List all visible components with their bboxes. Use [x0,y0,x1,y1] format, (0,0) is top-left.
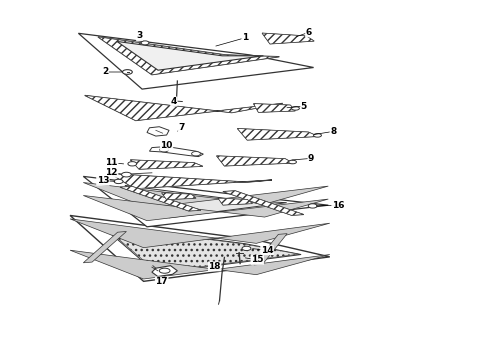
Text: 18: 18 [208,262,221,271]
Polygon shape [85,95,283,121]
Polygon shape [78,33,314,89]
Polygon shape [130,160,203,169]
Ellipse shape [242,246,251,251]
Ellipse shape [122,70,132,74]
Polygon shape [130,160,203,169]
Text: 6: 6 [306,28,312,37]
Ellipse shape [141,41,149,45]
Polygon shape [262,33,314,44]
Text: 2: 2 [102,68,108,77]
Text: 1: 1 [242,33,248,42]
Polygon shape [162,193,196,199]
Polygon shape [103,226,298,272]
Polygon shape [110,174,272,189]
Polygon shape [100,225,301,273]
Ellipse shape [160,148,169,152]
Text: 4: 4 [171,97,177,106]
Polygon shape [223,191,304,215]
Ellipse shape [308,204,317,208]
Polygon shape [218,198,252,205]
Ellipse shape [128,162,137,166]
Polygon shape [83,231,126,263]
Polygon shape [147,127,169,136]
Polygon shape [70,215,330,282]
Ellipse shape [114,179,123,184]
Polygon shape [217,156,293,166]
Polygon shape [98,37,279,75]
Polygon shape [237,129,318,140]
Text: 15: 15 [251,256,264,264]
Polygon shape [83,176,328,227]
Polygon shape [162,193,196,199]
Polygon shape [218,198,252,205]
Polygon shape [98,37,279,75]
Polygon shape [85,95,283,121]
Text: 11: 11 [105,158,118,167]
Text: 16: 16 [332,201,344,210]
Text: 3: 3 [137,31,143,40]
Text: 13: 13 [97,176,109,185]
Polygon shape [125,185,287,218]
Polygon shape [70,250,330,279]
Polygon shape [223,191,304,215]
Ellipse shape [159,268,170,273]
Ellipse shape [289,160,296,164]
Polygon shape [83,195,328,221]
Polygon shape [70,219,330,248]
Polygon shape [254,234,287,265]
Text: 14: 14 [261,246,273,255]
Ellipse shape [292,107,299,110]
Text: 5: 5 [301,102,307,111]
Text: 9: 9 [308,154,315,163]
Polygon shape [254,104,295,112]
Polygon shape [152,266,177,276]
Text: 8: 8 [330,127,336,136]
Ellipse shape [314,134,321,137]
Polygon shape [254,104,295,112]
Text: 7: 7 [178,123,185,132]
Polygon shape [110,174,272,189]
Polygon shape [217,156,293,166]
Polygon shape [83,183,328,208]
Text: 12: 12 [105,168,118,177]
Ellipse shape [192,152,200,156]
Polygon shape [120,186,201,211]
Ellipse shape [122,172,131,177]
Polygon shape [149,147,203,157]
Text: 10: 10 [160,141,173,150]
Text: 17: 17 [155,277,168,286]
Polygon shape [237,129,318,140]
Polygon shape [120,186,201,211]
Polygon shape [117,41,264,70]
Polygon shape [262,33,314,44]
